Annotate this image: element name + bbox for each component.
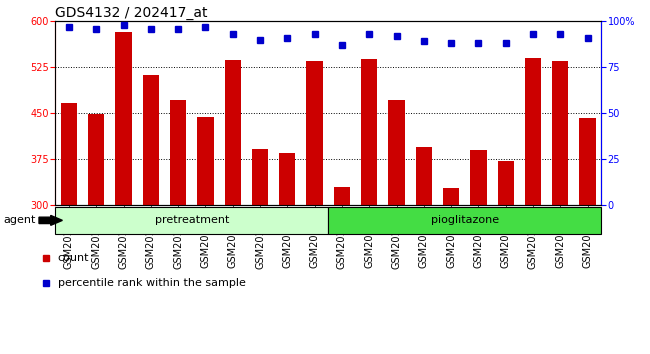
Text: GDS4132 / 202417_at: GDS4132 / 202417_at [55, 6, 208, 20]
Text: percentile rank within the sample: percentile rank within the sample [58, 278, 246, 288]
Bar [388, 101, 405, 354]
Bar [333, 187, 350, 354]
Bar [415, 147, 432, 354]
Bar [525, 58, 541, 354]
Bar [142, 75, 159, 354]
Bar [60, 103, 77, 354]
Bar [115, 32, 132, 354]
Bar [197, 117, 214, 354]
Bar [279, 153, 296, 354]
Bar [306, 61, 323, 354]
Bar [552, 61, 569, 354]
Bar [88, 114, 105, 354]
Bar [252, 149, 268, 354]
Bar [328, 207, 601, 234]
Bar [224, 60, 241, 354]
Text: count: count [58, 253, 89, 263]
Text: agent: agent [3, 215, 36, 225]
Bar [497, 161, 514, 354]
Text: pretreatment: pretreatment [155, 215, 229, 225]
Bar [443, 188, 460, 354]
Bar [170, 101, 187, 354]
Bar [361, 59, 378, 354]
Bar [470, 150, 487, 354]
Bar [579, 118, 596, 354]
Bar [55, 207, 328, 234]
Text: pioglitazone: pioglitazone [431, 215, 499, 225]
